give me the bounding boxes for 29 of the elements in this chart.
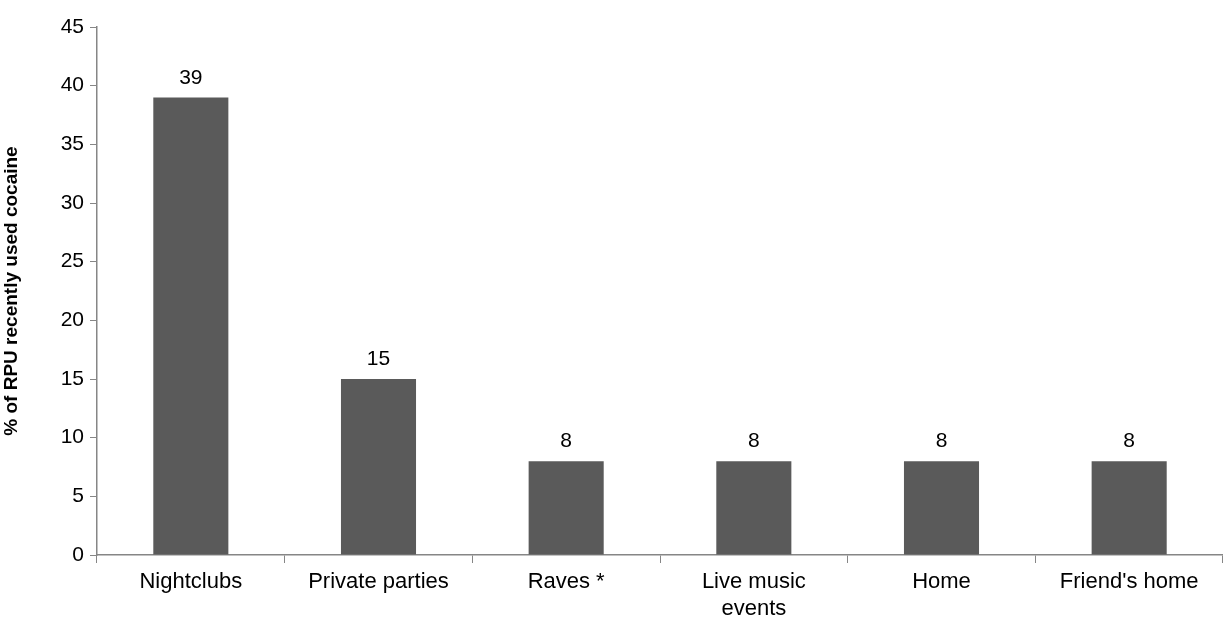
y-tick-label: 45 (60, 13, 84, 37)
y-tick-label: 40 (60, 72, 84, 96)
data-label: 8 (747, 428, 760, 452)
y-axis-title: % of RPU recently used cocaine (0, 146, 21, 436)
bar (716, 461, 792, 555)
y-tick-label: 10 (60, 424, 84, 448)
y-tick-label: 15 (60, 365, 84, 389)
x-tick-label: Live music events (701, 568, 806, 620)
data-label: 15 (366, 346, 391, 370)
bar (153, 97, 229, 555)
bar (1091, 461, 1167, 555)
data-label: 39 (179, 64, 203, 88)
data-label: 8 (560, 428, 573, 452)
y-tick-label: 0 (72, 541, 84, 565)
x-tick-label: Home (912, 568, 971, 594)
x-tick-label: Friend's home (1059, 568, 1199, 594)
y-tick-label: 20 (60, 307, 84, 331)
bar (903, 461, 980, 555)
y-tick-label: 30 (60, 189, 84, 213)
bar (528, 461, 604, 555)
data-label: 8 (1123, 428, 1136, 452)
data-label: 8 (935, 428, 948, 452)
bar (340, 379, 417, 555)
x-tick-label: Nightclubs (139, 568, 243, 594)
y-tick-label: 25 (60, 248, 84, 272)
y-tick-label: 5 (72, 483, 84, 507)
y-tick-label: 35 (60, 131, 84, 155)
x-tick-label: Raves * (527, 568, 606, 594)
x-tick-label: Private parties (308, 568, 449, 594)
